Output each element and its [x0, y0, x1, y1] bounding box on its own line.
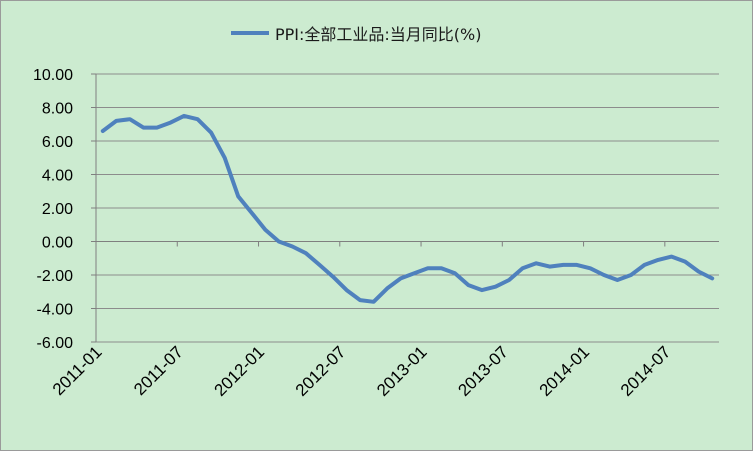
x-tick-label: 2014-01	[536, 342, 594, 400]
x-tick-label: 2014-07	[617, 342, 675, 400]
y-tick-label: 4.00	[42, 168, 73, 185]
y-tick-label: -2.00	[37, 268, 74, 285]
legend-series-label: PPI:全部工业品:当月同比(%)	[275, 25, 482, 44]
y-tick-labels: 10.00 8.00 6.00 4.00 2.00 0.00 -2.00 -4.00 -6.00	[33, 67, 73, 352]
y-tick-label: -6.00	[37, 335, 74, 352]
axes	[91, 73, 719, 343]
y-tick-label: 0.00	[42, 235, 73, 252]
legend: PPI:全部工业品:当月同比(%)	[231, 21, 482, 45]
x-tick-label: 2011-07	[130, 342, 187, 399]
gridlines	[96, 73, 719, 343]
series-lines	[100, 113, 715, 304]
x-tick-labels: 2011-01 2011-07 2012-01 2012-07 2013-01 2013-…	[49, 342, 674, 400]
x-tick-label: 2012-01	[211, 342, 269, 400]
series-line-ppi	[100, 113, 715, 304]
y-tick-label: 8.00	[42, 101, 73, 118]
x-tick-label: 2013-01	[373, 342, 431, 400]
legend-line-swatch	[231, 31, 269, 35]
y-tick-label: 2.00	[42, 201, 73, 218]
x-tick-label: 2013-07	[454, 342, 512, 400]
y-tick-label: 6.00	[42, 134, 73, 151]
x-tick-label: 2012-07	[292, 342, 350, 400]
y-tick-label: -4.00	[37, 302, 74, 319]
y-tick-label: 10.00	[33, 67, 73, 84]
